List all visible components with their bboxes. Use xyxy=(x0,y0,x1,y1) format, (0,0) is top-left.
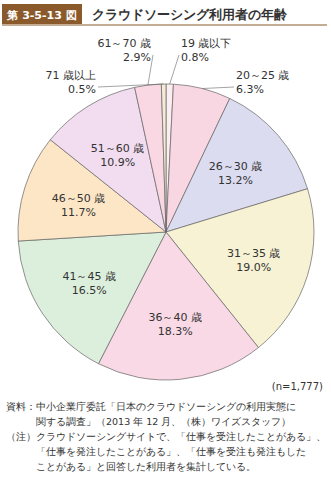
category-label: 31～35 歳 xyxy=(227,247,280,260)
value-label: 18.3% xyxy=(158,325,193,338)
category-label: 41～45 歳 xyxy=(62,270,116,283)
figure-number-box xyxy=(2,4,82,24)
category-label: 51～60 歳 xyxy=(91,142,145,155)
value-label: 16.5% xyxy=(72,284,107,297)
source-line: 「仕事を発注したことがある」、「仕事を受注も発注もした xyxy=(6,446,306,457)
value-label: 19.0% xyxy=(236,261,271,274)
value-label: 6.3% xyxy=(236,83,264,96)
leader-line xyxy=(202,87,234,89)
value-label: 10.9% xyxy=(100,156,135,169)
pie xyxy=(18,84,314,380)
source-line: 関する調査」（2013 年 12 月、（株）ワイズスタッフ） xyxy=(6,416,291,427)
source-line: （注）クラウドソーシングサイトで、「仕事を受注したことがある」、 xyxy=(6,431,326,442)
header: 第 3-5-13 図 クラウドソーシング利用者の年齢 xyxy=(2,4,327,25)
source-line: ことがある」と回答した利用者を集計している。 xyxy=(6,461,256,472)
leader-line xyxy=(170,55,179,84)
pie-slice xyxy=(18,232,166,364)
sample-size: (n=1,777) xyxy=(272,381,323,392)
value-label: 11.7% xyxy=(61,206,96,219)
category-label: 20～25 歳 xyxy=(236,69,290,82)
chart: 第 3-5-13 図 クラウドソーシング利用者の年齢 19 歳以下0.8% 20～25… xyxy=(0,0,331,495)
category-label: 19 歳以下 xyxy=(181,37,232,50)
title: クラウドソーシング利用者の年齢 xyxy=(92,7,288,22)
data-labels: 19 歳以下0.8% 20～25 歳6.3% 26～30 歳13.2% 31～35 歳… xyxy=(46,37,290,338)
source: 資料：中小企業庁委託「日本のクラウドソーシングの利用実態に 関する調査」（201… xyxy=(6,401,326,472)
source-line: 資料：中小企業庁委託「日本のクラウドソーシングの利用実態に xyxy=(6,401,296,412)
category-label: 46～50 歳 xyxy=(52,192,106,205)
figure-number: 第 3-5-13 図 xyxy=(6,9,76,22)
category-label: 71 歳以上 xyxy=(46,69,97,82)
category-label: 26～30 歳 xyxy=(209,160,263,173)
pie-slice xyxy=(161,84,166,232)
value-label: 0.8% xyxy=(181,51,209,64)
pie-slice xyxy=(135,84,166,232)
value-label: 13.2% xyxy=(218,174,253,187)
header-rule xyxy=(2,24,327,25)
leader-line xyxy=(98,84,164,87)
value-label: 0.5% xyxy=(68,83,96,96)
category-label: 36～40 歳 xyxy=(148,311,202,324)
value-label: 2.9% xyxy=(123,51,151,64)
category-label: 61～70 歳 xyxy=(98,37,152,50)
